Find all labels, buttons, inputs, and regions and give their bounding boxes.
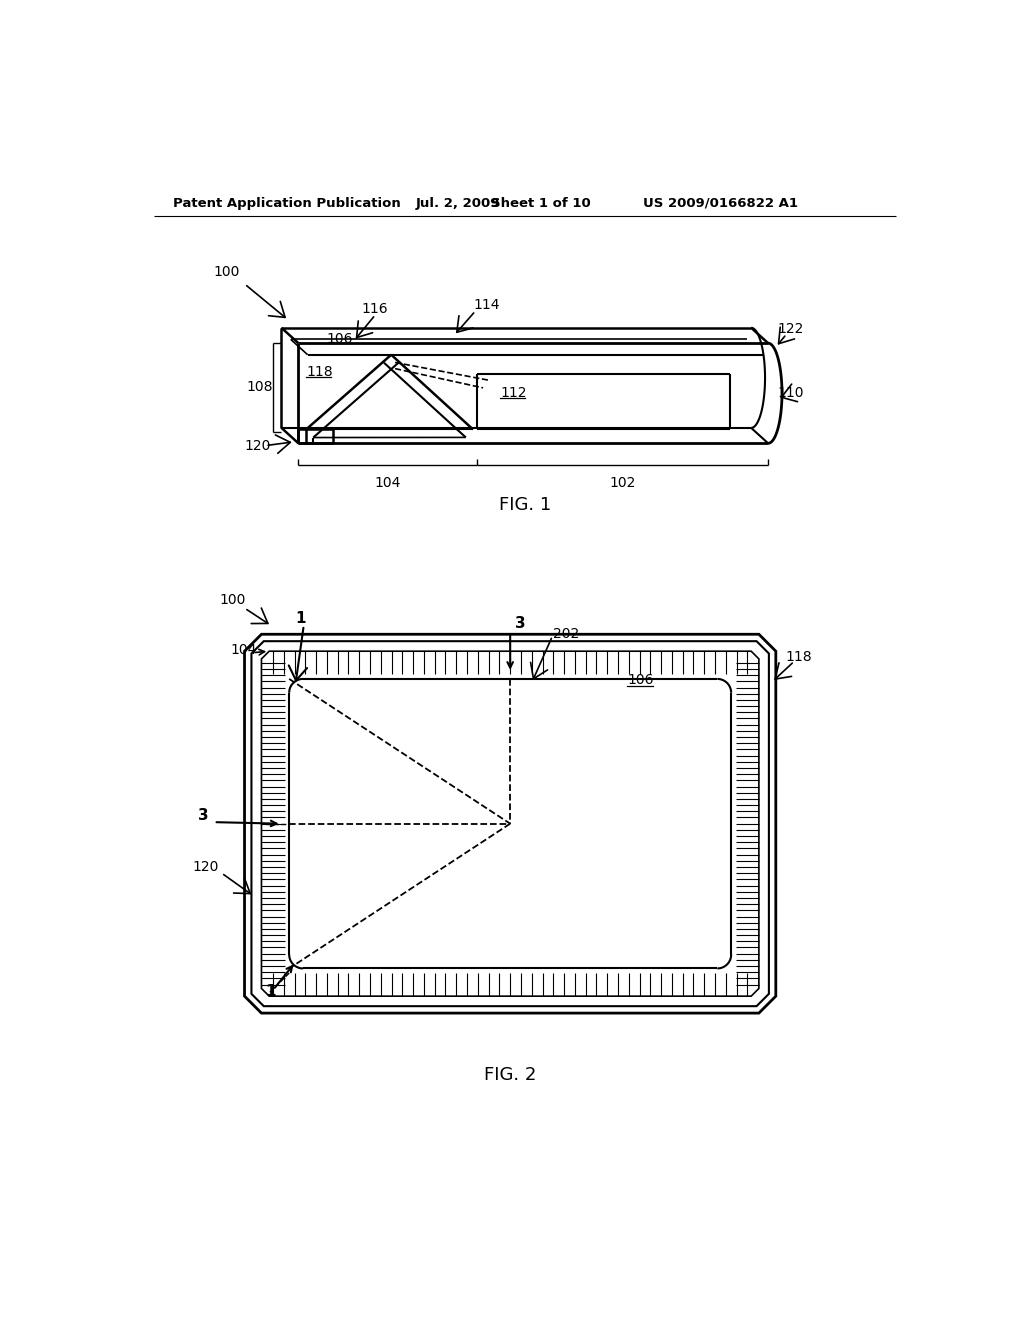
Text: 106: 106	[327, 331, 353, 346]
Text: 100: 100	[219, 593, 246, 607]
Text: 104: 104	[230, 643, 257, 656]
Text: 120: 120	[193, 859, 218, 874]
Text: 120: 120	[245, 438, 271, 453]
Text: 118: 118	[785, 649, 812, 664]
Text: 1: 1	[295, 611, 306, 627]
Text: 118: 118	[306, 366, 333, 379]
Text: 106: 106	[628, 673, 653, 688]
Text: Sheet 1 of 10: Sheet 1 of 10	[490, 197, 591, 210]
Text: 110: 110	[777, 387, 804, 400]
Text: US 2009/0166822 A1: US 2009/0166822 A1	[643, 197, 798, 210]
Text: 202: 202	[553, 627, 579, 642]
Text: 104: 104	[375, 475, 400, 490]
Text: FIG. 1: FIG. 1	[499, 496, 551, 513]
Text: 102: 102	[609, 475, 636, 490]
Text: FIG. 2: FIG. 2	[484, 1065, 537, 1084]
Text: 112: 112	[500, 387, 526, 400]
Text: 3: 3	[515, 616, 525, 631]
Text: 3: 3	[199, 808, 209, 824]
Text: Patent Application Publication: Patent Application Publication	[173, 197, 400, 210]
Text: 1: 1	[265, 983, 275, 999]
Text: 116: 116	[361, 302, 388, 317]
Text: 122: 122	[777, 322, 804, 337]
Text: 114: 114	[473, 298, 500, 312]
Text: Jul. 2, 2009: Jul. 2, 2009	[416, 197, 500, 210]
Text: 108: 108	[247, 380, 273, 395]
Text: 100: 100	[214, 264, 240, 279]
